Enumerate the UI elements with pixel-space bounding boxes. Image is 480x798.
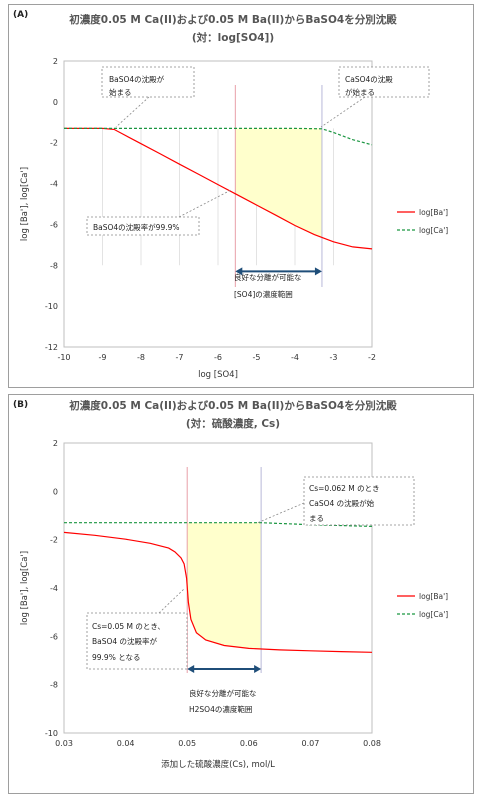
range-arrow-head-right xyxy=(254,664,262,673)
range-arrow-head-left xyxy=(235,267,243,276)
x-axis-label: log [SO4] xyxy=(198,370,238,380)
x-tick-label: -5 xyxy=(253,353,261,362)
y-tick-label: 0 xyxy=(53,98,58,107)
x-tick-label: 0.06 xyxy=(240,739,258,748)
y-tick-label: -10 xyxy=(45,729,58,738)
y-tick-label: -10 xyxy=(45,302,58,311)
annotation-text: H2SO4の濃度範囲 xyxy=(189,704,252,714)
chart-title: 初濃度0.05 M Ca(II)および0.05 M Ba(II)からBaSO4を… xyxy=(69,13,397,26)
annotation-callout-box xyxy=(338,66,430,98)
y-tick-label: -6 xyxy=(50,632,58,641)
annotation-callout-box xyxy=(101,66,195,98)
annotation-text: まる xyxy=(309,514,324,523)
x-tick-label: 0.04 xyxy=(117,739,135,748)
y-tick-label: -6 xyxy=(50,220,58,229)
annotation-leader-line xyxy=(158,588,185,614)
y-axis-label: log [Ba'], log[Ca'] xyxy=(20,167,30,241)
x-tick-label: -7 xyxy=(176,353,184,362)
annotation-text: BaSO4の沈殿が xyxy=(109,74,165,84)
annotation-text: 良好な分離が可能な xyxy=(234,272,302,282)
x-tick-label: 0.07 xyxy=(301,739,319,748)
x-tick-label: 0.03 xyxy=(55,739,73,748)
y-tick-label: 2 xyxy=(53,439,58,448)
x-tick-label: -3 xyxy=(330,353,338,362)
chart-panel-b: (B) 初濃度0.05 M Ca(II)および0.05 M Ba(II)からBaS… xyxy=(8,394,474,794)
x-tick-label: -9 xyxy=(99,353,107,362)
annotation-text: BaSO4の沈殿率が99.9% xyxy=(93,222,180,232)
y-tick-label: -2 xyxy=(50,536,58,545)
annotation-leader-line xyxy=(320,96,366,128)
annotation-leader-line xyxy=(256,502,305,524)
chart-b-svg: (B) 初濃度0.05 M Ca(II)および0.05 M Ba(II)からBaS… xyxy=(13,399,448,770)
y-tick-label: -8 xyxy=(50,261,58,270)
y-tick-label: -4 xyxy=(50,180,58,189)
annotation-text: CaSO4 の沈殿が始 xyxy=(309,498,375,508)
legend-label: log[Ca'] xyxy=(419,610,448,619)
annotation-text: CaSO4の沈殿 xyxy=(345,74,393,84)
annotation-callout-box xyxy=(86,216,200,236)
annotation-text: Cs=0.05 M のとき、 xyxy=(92,622,165,631)
x-tick-label: -4 xyxy=(291,353,299,362)
legend-label: log[Ca'] xyxy=(419,226,448,235)
x-tick-label: -2 xyxy=(368,353,376,362)
y-tick-label: -8 xyxy=(50,681,58,690)
plot-area xyxy=(63,442,373,734)
chart-subtitle: (対：硫酸濃度, Cs) xyxy=(186,417,280,430)
annotation-callout-box xyxy=(86,612,188,670)
separation-shaded-region xyxy=(235,128,322,238)
panel-label: (B) xyxy=(13,400,28,410)
annotation-text: 始まる xyxy=(109,87,132,97)
panel-label: (A) xyxy=(13,10,28,20)
range-arrow-head-right xyxy=(314,267,322,276)
x-tick-label: -10 xyxy=(57,353,70,362)
chart-title: 初濃度0.05 M Ca(II)および0.05 M Ba(II)からBaSO4を… xyxy=(69,399,397,412)
x-tick-label: -8 xyxy=(137,353,145,362)
series-line xyxy=(63,531,373,653)
y-tick-label: 2 xyxy=(53,57,58,66)
range-arrow-head-left xyxy=(187,664,195,673)
annotation-text: Cs=0.062 M のとき xyxy=(309,484,380,493)
series-line xyxy=(64,127,373,250)
annotation-text: が始まる xyxy=(345,87,375,97)
series-line xyxy=(64,127,373,146)
x-tick-label: -6 xyxy=(214,353,222,362)
plot-area xyxy=(63,60,373,348)
legend-label: log[Ba'] xyxy=(419,592,448,601)
separation-shaded-region xyxy=(187,522,262,649)
chart-a-svg: (A) 初濃度0.05 M Ca(II)および0.05 M Ba(II)からBaS… xyxy=(13,10,448,380)
annotation-text: 99.9% となる xyxy=(92,653,141,662)
x-axis-label: 添加した硫酸濃度(Cs), mol/L xyxy=(161,759,275,770)
chart-subtitle: (対：log[SO4]) xyxy=(192,31,274,44)
y-tick-label: -4 xyxy=(50,584,58,593)
y-axis-label: log [Ba'], log[Ca'] xyxy=(20,551,30,625)
y-tick-label: -12 xyxy=(45,343,58,352)
annotation-text: 良好な分離が可能な xyxy=(189,688,257,698)
annotation-text: BaSO4 の沈殿率が xyxy=(92,636,158,646)
annotation-callout-box xyxy=(303,476,415,526)
annotation-leader-line xyxy=(178,189,232,218)
y-tick-label: 0 xyxy=(53,487,58,496)
x-tick-label: 0.08 xyxy=(363,739,381,748)
annotation-text: [SO4]の濃度範囲 xyxy=(234,289,293,299)
legend-label: log[Ba'] xyxy=(419,208,448,217)
y-tick-label: -2 xyxy=(50,139,58,148)
chart-panel-a: (A) 初濃度0.05 M Ca(II)および0.05 M Ba(II)からBaS… xyxy=(8,4,474,388)
x-tick-label: 0.05 xyxy=(178,739,196,748)
annotation-leader-line xyxy=(115,96,150,128)
